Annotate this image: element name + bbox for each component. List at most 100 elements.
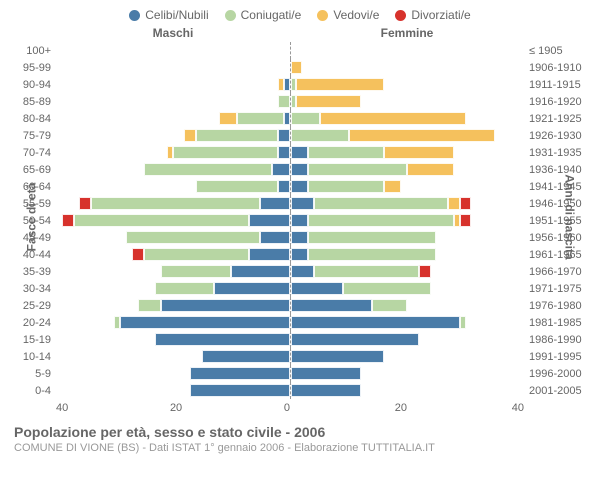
pyramid-row: 65-691936-1940 <box>12 161 588 178</box>
bar-segment <box>291 248 309 261</box>
female-bar <box>291 280 525 297</box>
legend-label: Vedovi/e <box>333 8 379 22</box>
pyramid-row: 85-89 1916-1920 <box>12 93 588 110</box>
bar-segment <box>291 197 314 210</box>
pyramid-row: 80-841921-1925 <box>12 110 588 127</box>
bar-segment <box>79 197 91 210</box>
age-label: 20-24 <box>12 317 56 329</box>
male-bar <box>56 76 290 93</box>
pyramid-row: 15-191986-1990 <box>12 331 588 348</box>
male-bar <box>56 246 290 263</box>
y-axis-left-title: Fasce di età <box>24 183 38 252</box>
male-bar <box>56 161 290 178</box>
pyramid-row: 55-591946-1950 <box>12 195 588 212</box>
female-bar <box>291 110 525 127</box>
female-bar <box>291 382 525 399</box>
pyramid-row: 70-74 1931-1935 <box>12 144 588 161</box>
female-bar <box>291 178 525 195</box>
female-bar <box>291 297 525 314</box>
pyramid-row: 50-541951-1955 <box>12 212 588 229</box>
male-bar <box>56 229 290 246</box>
age-label: 85-89 <box>12 96 56 108</box>
birth-year-label: 1986-1990 <box>524 334 588 346</box>
bar-segment <box>291 350 384 363</box>
chart-footer: Popolazione per età, sesso e stato civil… <box>12 424 588 454</box>
bar-segment <box>419 265 431 278</box>
pyramid-row: 20-24 1981-1985 <box>12 314 588 331</box>
column-headers: Maschi Femmine <box>12 26 588 40</box>
bar-segment <box>173 146 278 159</box>
age-label: 5-9 <box>12 368 56 380</box>
female-bar <box>291 93 525 110</box>
age-label: 10-14 <box>12 351 56 363</box>
bar-segment <box>372 299 407 312</box>
pyramid-row: 60-641941-1945 <box>12 178 588 195</box>
bar-segment <box>291 163 309 176</box>
birth-year-label: 1981-1985 <box>524 317 588 329</box>
male-bar <box>56 382 290 399</box>
bar-segment <box>249 214 290 227</box>
bar-segment <box>349 129 495 142</box>
age-label: 100+ <box>12 45 56 57</box>
bar-segment <box>196 129 278 142</box>
bar-segment <box>291 367 361 380</box>
bar-segment <box>291 265 314 278</box>
birth-year-label: 1996-2000 <box>524 368 588 380</box>
legend: Celibi/NubiliConiugati/eVedovi/eDivorzia… <box>12 8 588 22</box>
male-bar <box>56 59 290 76</box>
pyramid-row: 75-791926-1930 <box>12 127 588 144</box>
bar-segment <box>260 197 289 210</box>
bar-segment <box>308 214 454 227</box>
male-bar <box>56 42 290 59</box>
birth-year-label: 1961-1965 <box>524 249 588 261</box>
bar-segment <box>308 180 384 193</box>
pyramid-row: 30-341971-1975 <box>12 280 588 297</box>
birth-year-label: ≤ 1905 <box>524 45 588 57</box>
age-label: 70-74 <box>12 147 56 159</box>
male-bar <box>56 314 290 331</box>
birth-year-label: 1916-1920 <box>524 96 588 108</box>
female-bar <box>291 76 525 93</box>
x-tick: 40 <box>56 402 68 414</box>
female-bar <box>291 195 525 212</box>
bar-segment <box>278 95 290 108</box>
bar-segment <box>132 248 144 261</box>
bar-segment <box>144 248 249 261</box>
birth-year-label: 1966-1970 <box>524 266 588 278</box>
pyramid-row: 0-4 2001-2005 <box>12 382 588 399</box>
female-bar <box>291 263 525 280</box>
male-bar <box>56 144 290 161</box>
male-bar <box>56 331 290 348</box>
bar-segment <box>308 231 436 244</box>
bar-segment <box>155 282 213 295</box>
female-bar <box>291 229 525 246</box>
bar-segment <box>184 129 196 142</box>
male-bar <box>56 110 290 127</box>
female-bar <box>291 331 525 348</box>
bar-segment <box>196 180 278 193</box>
bar-segment <box>407 163 454 176</box>
bar-segment <box>249 248 290 261</box>
pyramid-rows: 100+≤ 190595-991906-191090-941911-191585… <box>12 42 588 399</box>
bar-segment <box>384 180 402 193</box>
female-bar <box>291 42 525 59</box>
bar-segment <box>126 231 260 244</box>
birth-year-label: 1941-1945 <box>524 181 588 193</box>
bar-segment <box>144 163 272 176</box>
birth-year-label: 1931-1935 <box>524 147 588 159</box>
birth-year-label: 1921-1925 <box>524 113 588 125</box>
legend-label: Divorziati/e <box>411 8 470 22</box>
bar-segment <box>272 163 290 176</box>
pyramid-row: 45-491956-1960 <box>12 229 588 246</box>
bar-segment <box>291 214 309 227</box>
female-bar <box>291 161 525 178</box>
male-bar <box>56 127 290 144</box>
birth-year-label: 2001-2005 <box>524 385 588 397</box>
birth-year-label: 1926-1930 <box>524 130 588 142</box>
age-label: 0-4 <box>12 385 56 397</box>
male-bar <box>56 195 290 212</box>
pyramid-row: 5-9 1996-2000 <box>12 365 588 382</box>
bar-segment <box>231 265 289 278</box>
bar-segment <box>219 112 237 125</box>
chart-title: Popolazione per età, sesso e stato civil… <box>14 424 586 440</box>
